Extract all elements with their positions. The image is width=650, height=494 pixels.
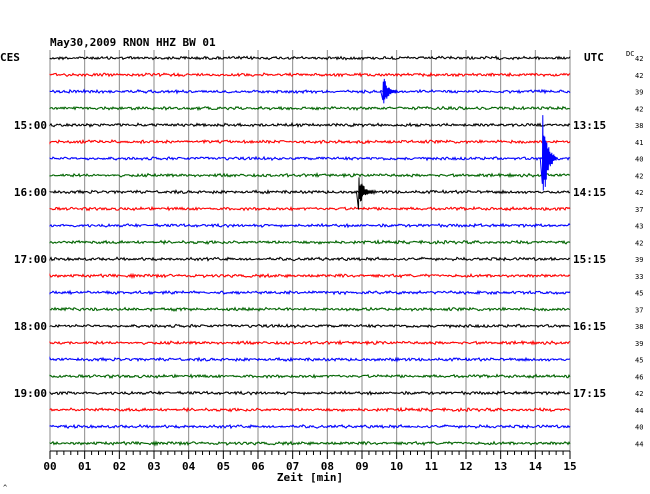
seismic-trace	[49, 256, 571, 262]
x-tick-label: 11	[425, 460, 439, 473]
label-group: 15:00 16:00 17:00 18:00 19:00 13:15 14:15 15:15…	[14, 55, 644, 448]
trace-group	[49, 55, 571, 447]
dc-value: 44	[635, 407, 643, 415]
x-axis-label: Zeit [min]	[277, 471, 343, 484]
dc-value: 33	[635, 273, 643, 281]
x-tick-label: 13	[494, 460, 507, 473]
dc-value: 37	[635, 306, 643, 314]
seismic-trace	[49, 356, 571, 363]
seismic-trace	[49, 121, 571, 128]
seismic-trace	[49, 323, 571, 329]
seismic-trace	[49, 406, 571, 413]
seismic-trace	[49, 71, 571, 78]
right-time-label: 13:15	[573, 119, 606, 132]
x-tick-label: 14	[529, 460, 543, 473]
seismic-trace	[49, 440, 571, 447]
left-time-label: 15:00	[14, 119, 47, 132]
seismic-trace	[49, 222, 571, 229]
dc-value: 42	[635, 55, 643, 63]
dc-value: 42	[635, 105, 643, 113]
dc-value: 42	[635, 390, 643, 398]
dc-value: 39	[635, 256, 643, 264]
dc-value: 42	[635, 189, 643, 197]
x-axis: 00 01 02 03 04 05 06 07 08 09 10 11 12 13 14 15	[43, 450, 577, 473]
seismic-trace	[49, 373, 571, 379]
x-tick-label: 12	[459, 460, 472, 473]
minute-grid	[49, 50, 571, 451]
dc-value: 38	[635, 323, 643, 331]
seismic-trace	[49, 105, 571, 112]
seismic-trace	[49, 289, 571, 296]
left-axis-label: CES	[0, 51, 20, 64]
seismic-trace	[49, 423, 571, 430]
x-tick-label: 05	[217, 460, 230, 473]
dc-value: 44	[635, 440, 643, 448]
left-time-label: 18:00	[14, 320, 47, 333]
dc-value: 41	[635, 139, 643, 147]
dc-value: 37	[635, 206, 643, 214]
dc-value: 39	[635, 89, 643, 97]
dc-value: 40	[635, 424, 643, 432]
right-time-label: 17:15	[573, 387, 606, 400]
right-time-label: 16:15	[573, 320, 606, 333]
seismic-event	[356, 177, 373, 210]
x-tick-label: 10	[390, 460, 403, 473]
dc-value: 42	[635, 172, 643, 180]
x-tick-label: 09	[355, 460, 368, 473]
left-time-label: 17:00	[14, 253, 47, 266]
seismic-trace	[49, 272, 571, 280]
seismic-trace	[49, 155, 571, 162]
x-tick-label: 02	[113, 460, 126, 473]
seismic-trace	[49, 306, 571, 312]
left-time-label: 16:00	[14, 186, 47, 199]
dc-value: 39	[635, 340, 643, 348]
dc-label: DC	[626, 50, 634, 58]
seismic-trace	[49, 390, 571, 396]
dc-value: 42	[635, 239, 643, 247]
footer-mark: ^	[3, 484, 7, 492]
dc-value: 40	[635, 156, 643, 164]
seismic-trace	[49, 138, 571, 145]
seismic-trace	[49, 205, 571, 212]
seismic-trace	[49, 239, 571, 246]
seismic-trace	[49, 55, 571, 61]
seismic-event	[380, 78, 398, 104]
x-tick-label: 00	[43, 460, 56, 473]
dc-value: 45	[635, 290, 643, 298]
x-tick-label: 01	[78, 460, 92, 473]
x-tick-label: 03	[147, 460, 160, 473]
seismic-trace	[49, 88, 571, 95]
right-time-label: 14:15	[573, 186, 606, 199]
seismic-trace	[49, 189, 571, 196]
dc-value: 45	[635, 357, 643, 365]
right-axis-label: UTC	[584, 51, 604, 64]
dc-value: 46	[635, 373, 643, 381]
seismic-trace	[49, 171, 571, 179]
left-time-label: 19:00	[14, 387, 47, 400]
x-tick-label: 04	[182, 460, 196, 473]
x-tick-label: 08	[321, 460, 334, 473]
dc-value: 42	[635, 72, 643, 80]
right-time-label: 15:15	[573, 253, 606, 266]
x-tick-label: 15	[563, 460, 576, 473]
dc-value: 43	[635, 223, 643, 231]
chart-title: May30,2009 RNON HHZ BW 01	[50, 36, 216, 49]
seismic-trace	[49, 339, 571, 346]
x-tick-label: 06	[251, 460, 265, 473]
dc-value: 38	[635, 122, 643, 130]
x-tick-label: 07	[286, 460, 299, 473]
seismic-event	[539, 115, 557, 191]
